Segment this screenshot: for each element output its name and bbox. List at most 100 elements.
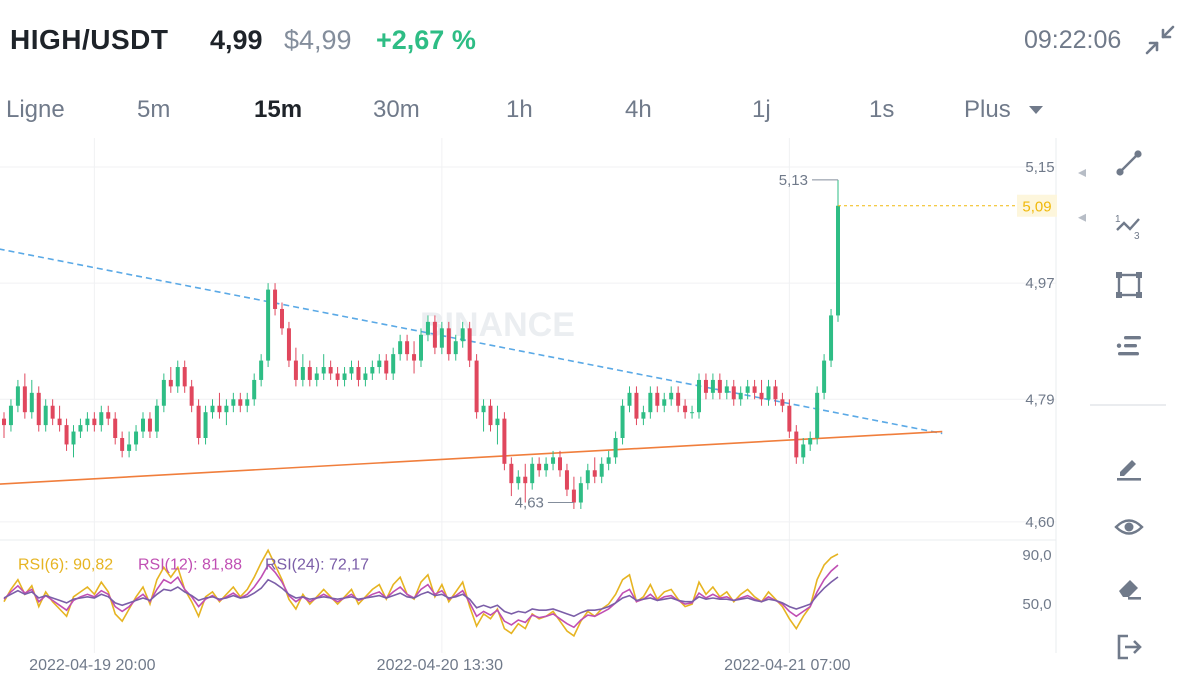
candle-body xyxy=(370,367,375,374)
candle xyxy=(509,457,514,497)
candle xyxy=(523,463,528,503)
rsi-legend-name: RSI(12) xyxy=(138,557,193,574)
candle-body xyxy=(29,392,34,413)
candle-body xyxy=(655,392,660,406)
candle-body xyxy=(571,489,576,503)
candle xyxy=(564,463,569,497)
candle-body xyxy=(377,360,382,368)
candle-body xyxy=(551,457,556,464)
candle xyxy=(787,399,792,438)
candle-body xyxy=(425,321,430,335)
candle-body xyxy=(724,386,729,393)
candle xyxy=(745,379,750,400)
candle-body xyxy=(293,360,298,380)
candle-body xyxy=(238,399,243,406)
candle xyxy=(384,354,389,380)
tab-1s[interactable]: 1s xyxy=(869,96,895,123)
candle-body xyxy=(738,392,743,400)
eraser-icon[interactable] xyxy=(1114,572,1144,602)
price-change: +2,67 % xyxy=(376,25,476,55)
candle-body xyxy=(599,463,604,477)
candle xyxy=(349,360,354,380)
chart-area[interactable]: BINANCE 5,09 5,13 4,63 5,15 4,97 4,79 4,60 90… xyxy=(0,138,1088,675)
axis-marker-icon xyxy=(1078,213,1086,222)
tab-5m[interactable]: 5m xyxy=(137,96,171,123)
candle xyxy=(516,470,521,490)
rsi-line xyxy=(3,548,839,638)
candle-body xyxy=(509,463,514,484)
rectangle-tool-icon[interactable] xyxy=(1114,270,1144,300)
candle-body xyxy=(544,463,549,471)
candle xyxy=(558,450,562,477)
candle xyxy=(286,321,291,368)
candle xyxy=(22,373,27,419)
collapse-arrows-icon[interactable] xyxy=(1144,24,1176,56)
candle-body xyxy=(300,367,305,380)
candle xyxy=(238,392,243,413)
candle-body xyxy=(78,425,83,432)
candle-body xyxy=(432,321,437,348)
candle-body xyxy=(217,405,222,413)
fibonacci-tool-icon[interactable]: 1 3 xyxy=(1114,210,1144,240)
candle-body xyxy=(439,328,444,348)
candle xyxy=(321,354,326,380)
eye-icon[interactable] xyxy=(1114,512,1144,542)
candle-body xyxy=(808,438,813,445)
tab-15m[interactable]: 15m xyxy=(254,96,303,123)
candle-body xyxy=(57,418,62,426)
tab-30m[interactable]: 30m xyxy=(373,96,420,123)
candle-body xyxy=(106,412,111,419)
rsi-legend-value: 81,88 xyxy=(202,557,242,574)
candle-body xyxy=(328,367,333,374)
candle xyxy=(134,425,139,451)
candle-body xyxy=(252,379,257,400)
text-tool-icon[interactable] xyxy=(1114,332,1144,362)
caret-down-icon[interactable] xyxy=(1028,104,1044,116)
exit-icon[interactable] xyxy=(1114,632,1144,662)
candle-body xyxy=(210,405,215,413)
candle-body xyxy=(419,334,423,361)
rsi-tick-label: 90,0 xyxy=(1022,547,1051,564)
candle xyxy=(780,392,785,413)
candle xyxy=(168,367,173,393)
candle xyxy=(161,373,166,413)
candle-body xyxy=(662,399,667,406)
tab-1j[interactable]: 1j xyxy=(752,96,771,123)
candle-body xyxy=(446,328,451,355)
candle xyxy=(655,386,660,413)
trendline-tool-icon[interactable] xyxy=(1114,148,1144,178)
candle-body xyxy=(189,386,194,406)
candle-body xyxy=(829,315,834,361)
tab-plus[interactable]: Plus xyxy=(964,96,1011,123)
candle xyxy=(467,321,472,368)
candle xyxy=(175,360,180,393)
candle xyxy=(773,379,778,406)
candle-body xyxy=(585,470,590,484)
candle-body xyxy=(836,205,840,316)
candle-body xyxy=(182,367,187,387)
last-price: 4,99 xyxy=(210,25,263,55)
candle-body xyxy=(759,392,764,400)
candle xyxy=(398,334,403,361)
tab-1h[interactable]: 1h xyxy=(506,96,533,123)
candle-body xyxy=(564,470,569,490)
candle-body xyxy=(669,392,674,400)
candle-body xyxy=(481,405,486,413)
candle xyxy=(544,457,549,477)
header: HIGH/USDT 4,99 $4,99 +2,67 % 09:22:06 xyxy=(0,0,1200,82)
candle-body xyxy=(266,289,271,361)
candle-body xyxy=(231,399,236,406)
candle xyxy=(64,418,69,451)
pair-title[interactable]: HIGH/USDT xyxy=(10,24,169,55)
candle xyxy=(766,379,771,406)
time-tick-label: 2022-04-21 07:00 xyxy=(724,657,850,674)
tab-ligne[interactable]: Ligne xyxy=(6,96,65,123)
candle xyxy=(425,315,430,342)
pencil-icon[interactable] xyxy=(1114,452,1144,482)
candle-body xyxy=(537,463,542,471)
watermark: BINANCE xyxy=(420,306,575,344)
candle xyxy=(703,373,708,400)
tab-4h[interactable]: 4h xyxy=(625,96,652,123)
rsi-legend-item: RSI(6): 90,82 xyxy=(18,557,113,574)
candle-body xyxy=(245,399,250,406)
